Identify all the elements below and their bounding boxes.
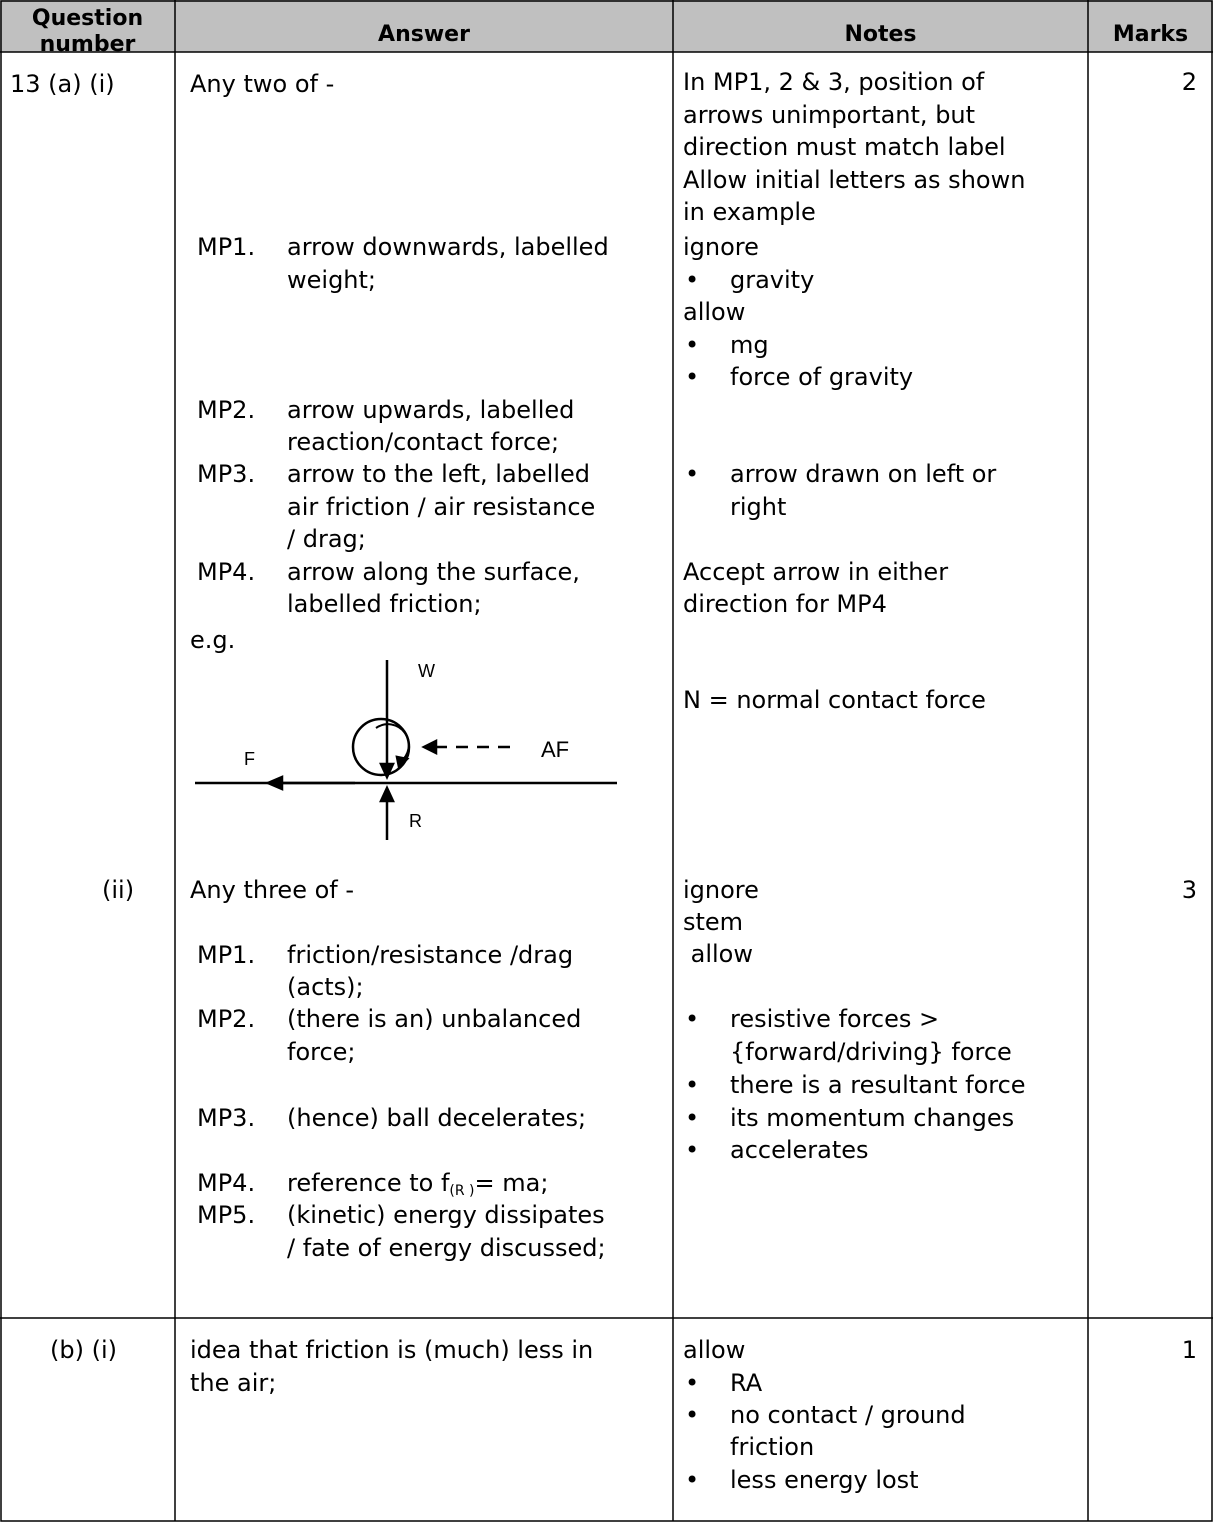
answer-text: arrow to the left, labelled xyxy=(287,460,591,488)
answer-text: force; xyxy=(287,1038,356,1066)
notes-bullet: there is a resultant force xyxy=(685,1069,1025,1101)
answer-text: = ma; xyxy=(474,1169,549,1197)
notes-bullet: its momentum changes xyxy=(685,1102,1014,1134)
notes-text: in example xyxy=(683,198,816,226)
answer-text: (kinetic) energy dissipates xyxy=(287,1201,605,1229)
answer-text: (hence) ball decelerates; xyxy=(287,1104,587,1132)
notes-bullet: accelerates xyxy=(685,1134,868,1166)
notes-text: direction must match label xyxy=(683,133,1006,161)
subscript: (R ) xyxy=(449,1183,475,1199)
answer-text: arrow along the surface, xyxy=(287,558,580,586)
mp-label: MP1. xyxy=(197,941,256,969)
mp-label: MP4. xyxy=(197,1169,256,1197)
answer-text: weight; xyxy=(287,266,377,294)
notes-text: ignore xyxy=(683,876,759,904)
mp-label: MP2. xyxy=(197,1005,256,1033)
diagram-label: R xyxy=(409,811,422,831)
header-cell: Notes xyxy=(844,22,917,47)
notes-text: arrows unimportant, but xyxy=(683,101,976,129)
answer-text: reference to f xyxy=(287,1169,450,1197)
notes-text: allow xyxy=(683,940,753,968)
header-cell: Answer xyxy=(378,22,470,47)
marks: 2 xyxy=(1181,68,1197,96)
marks: 3 xyxy=(1181,876,1197,904)
mp-label: MP5. xyxy=(197,1201,256,1229)
answer-text: (there is an) unbalanced xyxy=(287,1005,582,1033)
notes-text: N = normal contact force xyxy=(683,686,986,714)
notes-bullet: resistive forces > xyxy=(685,1003,939,1035)
force-diagram xyxy=(195,660,617,840)
notes-text: right xyxy=(730,493,787,521)
notes-text: Allow initial letters as shown xyxy=(683,166,1026,194)
mp-label: MP3. xyxy=(197,1104,256,1132)
notes-bullet: force of gravity xyxy=(685,361,913,393)
notes-bullet: gravity xyxy=(685,264,814,296)
notes-text: Accept arrow in either xyxy=(683,558,949,586)
notes-bullet: no contact / ground xyxy=(685,1399,966,1431)
answer-text: / drag; xyxy=(287,525,366,553)
notes-text: {forward/driving} force xyxy=(730,1038,1012,1066)
notes-text: In MP1, 2 & 3, position of xyxy=(683,68,985,96)
notes-bullet: arrow drawn on left or xyxy=(685,458,996,490)
answer-text: arrow downwards, labelled xyxy=(287,233,609,261)
header-cell: Marks xyxy=(1112,22,1189,47)
answer-text: idea that friction is (much) less in xyxy=(190,1336,594,1364)
answer-text: labelled friction; xyxy=(287,590,482,618)
mp-label: MP2. xyxy=(197,396,256,424)
notes-bullet: RA xyxy=(685,1367,762,1399)
answer-text: (acts); xyxy=(287,973,364,1001)
answer-text: friction/resistance /drag xyxy=(287,941,574,969)
marks: 1 xyxy=(1181,1336,1197,1364)
question-number: (b) (i) xyxy=(50,1336,117,1364)
question-number: (ii) xyxy=(102,876,135,904)
answer-text: Any three of - xyxy=(190,876,355,904)
mp-label: MP1. xyxy=(197,233,256,261)
answer-text: / fate of energy discussed; xyxy=(287,1234,606,1262)
notes-bullet: mg xyxy=(685,329,768,361)
answer-text: the air; xyxy=(190,1369,277,1397)
answer-text: reference to f(R )= ma; xyxy=(287,1167,548,1199)
mp-label: MP4. xyxy=(197,558,256,586)
answer-text: Any two of - xyxy=(190,70,335,98)
diagram-label: AF xyxy=(541,737,570,762)
notes-text: ignore xyxy=(683,233,759,261)
notes-text: allow xyxy=(683,1336,746,1364)
diagram-label: W xyxy=(418,661,435,681)
diagram-label: F xyxy=(244,749,255,769)
header-cell: Question number xyxy=(31,6,144,57)
notes-text: direction for MP4 xyxy=(683,590,887,618)
question-number: 13 (a) (i) xyxy=(10,70,115,98)
notes-text: stem xyxy=(683,908,744,936)
answer-text: air friction / air resistance xyxy=(287,493,596,521)
notes-bullet: less energy lost xyxy=(685,1464,918,1496)
mp-label: MP3. xyxy=(197,460,256,488)
notes-text: allow xyxy=(683,298,746,326)
answer-text: e.g. xyxy=(190,626,236,654)
answer-text: arrow upwards, labelled xyxy=(287,396,575,424)
notes-text: friction xyxy=(730,1433,815,1461)
answer-text: reaction/contact force; xyxy=(287,428,560,456)
